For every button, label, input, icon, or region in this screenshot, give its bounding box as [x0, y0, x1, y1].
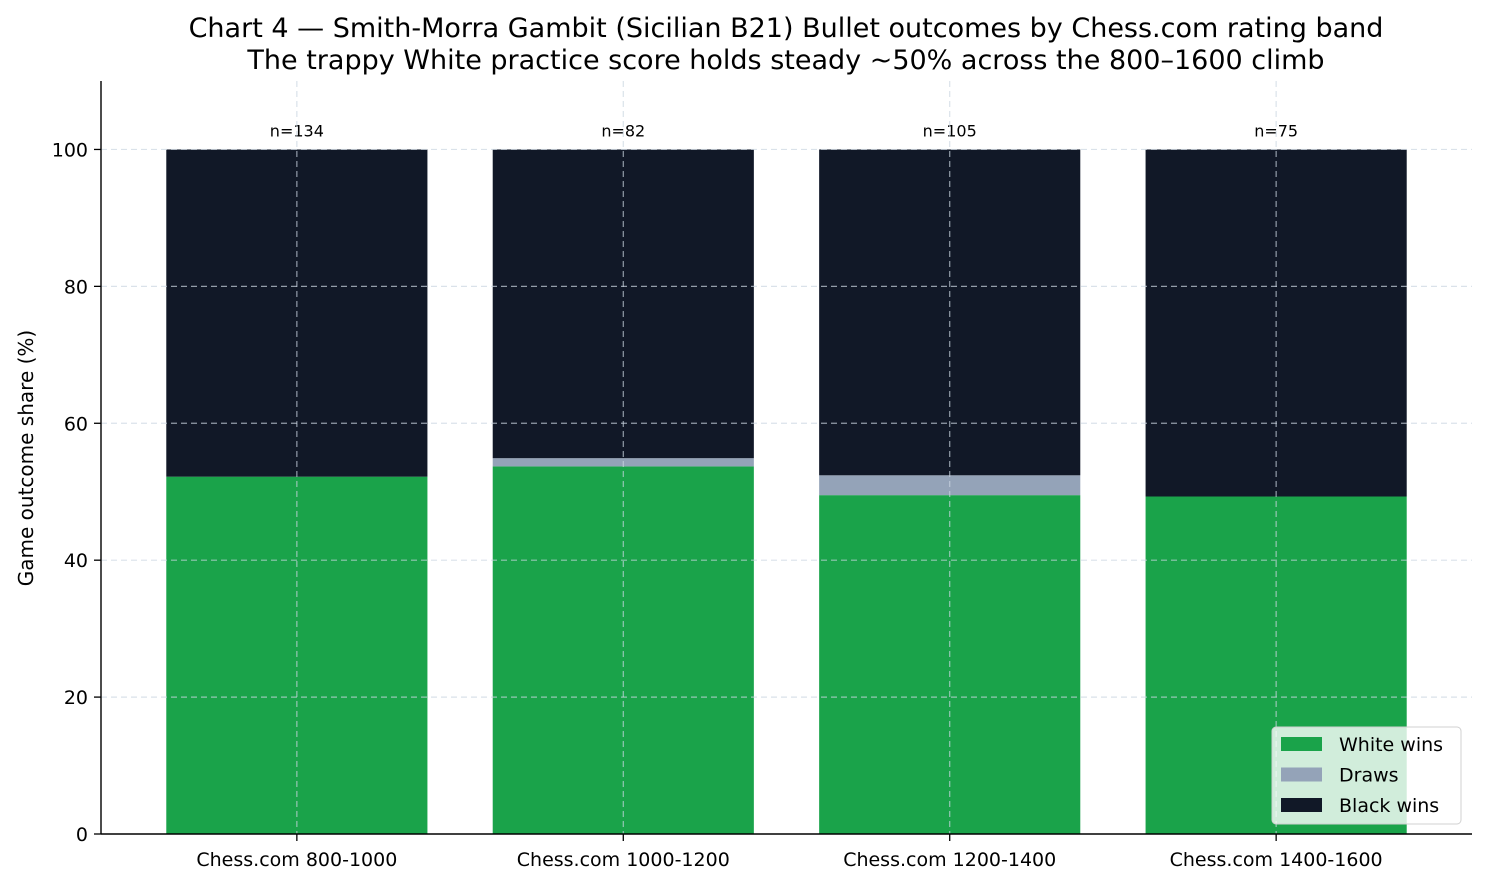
chart-title: Chart 4 — Smith-Morra Gambit (Sicilian B…	[189, 13, 1384, 44]
plot-area: n=134 n=82 n=105 n=75 0 20 40 60 80 100 Chess.com …	[52, 81, 1472, 871]
x-tick-label: Chess.com 1000-1200	[517, 849, 730, 871]
y-tick-label: 0	[76, 824, 88, 846]
legend-label: Draws	[1339, 765, 1399, 787]
legend-label: White wins	[1339, 734, 1443, 756]
sample-size-label: n=134	[270, 121, 324, 140]
legend-swatch-draws	[1281, 767, 1322, 782]
x-tick-label: Chess.com 1200-1400	[843, 849, 1056, 871]
sample-size-label: n=82	[601, 121, 645, 140]
chart-subtitle: The trappy White practice score holds st…	[246, 45, 1324, 76]
y-tick-label: 20	[64, 687, 88, 709]
y-tick-label: 60	[64, 413, 88, 435]
x-tick-label: Chess.com 1400-1600	[1170, 849, 1383, 871]
y-tick-label: 80	[64, 276, 88, 298]
y-tick-label: 100	[52, 139, 88, 161]
legend-swatch-black-wins	[1281, 798, 1322, 812]
legend-swatch-white-wins	[1281, 737, 1322, 751]
sample-size-label: n=75	[1254, 121, 1298, 140]
sample-size-label: n=105	[923, 121, 977, 140]
y-tick-label: 40	[64, 550, 88, 572]
legend-label: Black wins	[1339, 795, 1439, 817]
y-axis-label: Game outcome share (%)	[14, 330, 38, 586]
x-tick-label: Chess.com 800-1000	[196, 849, 397, 871]
